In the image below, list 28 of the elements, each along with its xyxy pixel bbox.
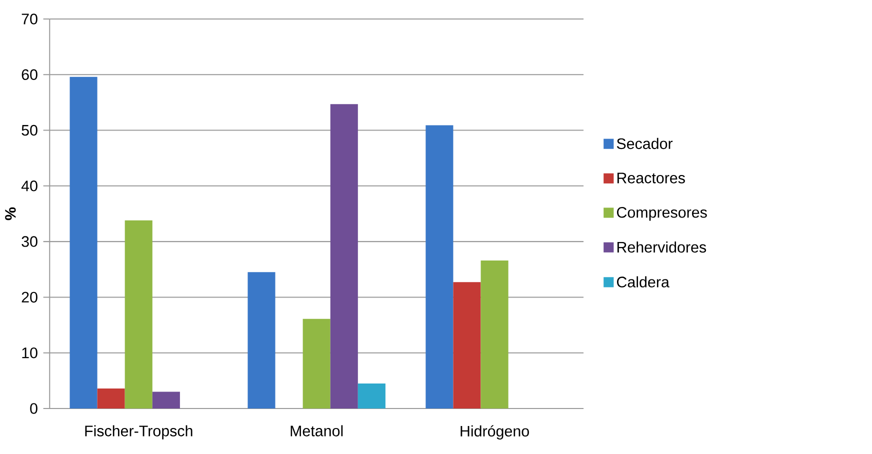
x-tick-label: Metanol bbox=[290, 425, 343, 436]
y-tick-label: 40 bbox=[21, 180, 38, 192]
legend-label: Secador bbox=[616, 138, 673, 150]
bar bbox=[152, 392, 180, 408]
y-tick-label: 30 bbox=[22, 236, 38, 247]
bar bbox=[453, 282, 481, 408]
y-tick-label: 70 bbox=[22, 14, 38, 24]
y-tick-label: 60 bbox=[22, 69, 38, 80]
bar bbox=[358, 383, 386, 408]
y-tick-label: 20 bbox=[22, 292, 38, 303]
legend-label: Rehervidores bbox=[617, 241, 706, 253]
bar bbox=[330, 104, 358, 408]
x-tick-label: Hidrógeno bbox=[460, 425, 529, 440]
y-tick-label: 10 bbox=[22, 347, 38, 358]
bar bbox=[426, 125, 454, 408]
y-tick-label: 0 bbox=[30, 403, 38, 414]
bar bbox=[480, 260, 508, 408]
bar bbox=[70, 76, 98, 408]
bar bbox=[248, 272, 276, 408]
bar bbox=[124, 220, 152, 408]
bar bbox=[97, 388, 125, 408]
legend-label: Compresores bbox=[616, 206, 707, 221]
legend-label: Caldera bbox=[616, 276, 670, 288]
legend-label: Reactores bbox=[617, 172, 685, 184]
y-axis-title: % bbox=[5, 207, 16, 220]
x-tick-label: Fischer-Tropsch bbox=[85, 425, 192, 440]
bar bbox=[302, 318, 330, 408]
y-tick-label: 50 bbox=[22, 124, 38, 136]
